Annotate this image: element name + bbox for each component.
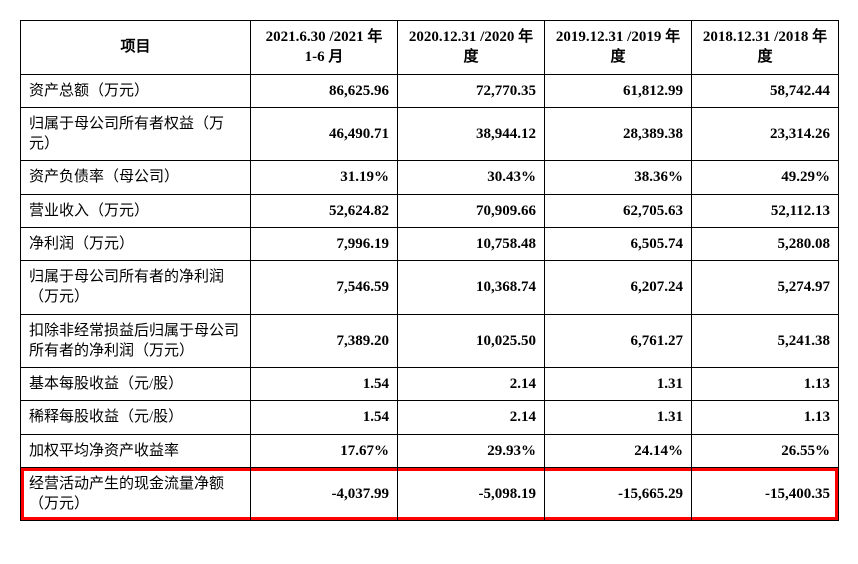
- row-value: 46,490.71: [251, 107, 398, 161]
- row-value: 5,241.38: [692, 314, 839, 368]
- table-body: 资产总额（万元）86,625.9672,770.3561,812.9958,74…: [21, 74, 839, 521]
- row-value: -15,665.29: [545, 467, 692, 521]
- row-value: 29.93%: [398, 434, 545, 467]
- table-row: 扣除非经常损益后归属于母公司所有者的净利润（万元）7,389.2010,025.…: [21, 314, 839, 368]
- row-value: 61,812.99: [545, 74, 692, 107]
- row-value: -4,037.99: [251, 467, 398, 521]
- row-label: 经营活动产生的现金流量净额（万元）: [21, 467, 251, 521]
- row-label: 基本每股收益（元/股）: [21, 368, 251, 401]
- row-value: 30.43%: [398, 161, 545, 194]
- row-value: 23,314.26: [692, 107, 839, 161]
- row-value: 17.67%: [251, 434, 398, 467]
- row-value: 5,274.97: [692, 261, 839, 315]
- row-value: 38.36%: [545, 161, 692, 194]
- row-value: 5,280.08: [692, 227, 839, 260]
- row-value: 1.13: [692, 368, 839, 401]
- row-value: 1.54: [251, 368, 398, 401]
- table-row: 归属于母公司所有者权益（万元）46,490.7138,944.1228,389.…: [21, 107, 839, 161]
- row-value: 7,389.20: [251, 314, 398, 368]
- row-label: 稀释每股收益（元/股）: [21, 401, 251, 434]
- row-value: 24.14%: [545, 434, 692, 467]
- row-value: 52,112.13: [692, 194, 839, 227]
- header-period-1: 2020.12.31 /2020 年度: [398, 21, 545, 75]
- row-value: 7,996.19: [251, 227, 398, 260]
- row-value: 62,705.63: [545, 194, 692, 227]
- row-label: 资产负债率（母公司）: [21, 161, 251, 194]
- header-period-2: 2019.12.31 /2019 年度: [545, 21, 692, 75]
- row-value: 1.54: [251, 401, 398, 434]
- row-value: -5,098.19: [398, 467, 545, 521]
- row-label: 净利润（万元）: [21, 227, 251, 260]
- row-value: 28,389.38: [545, 107, 692, 161]
- row-label: 加权平均净资产收益率: [21, 434, 251, 467]
- row-value: -15,400.35: [692, 467, 839, 521]
- header-label: 项目: [21, 21, 251, 75]
- row-value: 6,207.24: [545, 261, 692, 315]
- row-label: 资产总额（万元）: [21, 74, 251, 107]
- row-value: 1.31: [545, 401, 692, 434]
- row-value: 49.29%: [692, 161, 839, 194]
- table-row: 归属于母公司所有者的净利润（万元）7,546.5910,368.746,207.…: [21, 261, 839, 315]
- table-row: 净利润（万元）7,996.1910,758.486,505.745,280.08: [21, 227, 839, 260]
- table-row: 经营活动产生的现金流量净额（万元）-4,037.99-5,098.19-15,6…: [21, 467, 839, 521]
- row-value: 10,758.48: [398, 227, 545, 260]
- header-period-3: 2018.12.31 /2018 年度: [692, 21, 839, 75]
- row-value: 72,770.35: [398, 74, 545, 107]
- row-value: 10,025.50: [398, 314, 545, 368]
- table-row: 加权平均净资产收益率17.67%29.93%24.14%26.55%: [21, 434, 839, 467]
- row-value: 38,944.12: [398, 107, 545, 161]
- row-label: 扣除非经常损益后归属于母公司所有者的净利润（万元）: [21, 314, 251, 368]
- row-value: 1.31: [545, 368, 692, 401]
- row-value: 86,625.96: [251, 74, 398, 107]
- table-row: 资产负债率（母公司）31.19%30.43%38.36%49.29%: [21, 161, 839, 194]
- table-row: 营业收入（万元）52,624.8270,909.6662,705.6352,11…: [21, 194, 839, 227]
- table-row: 稀释每股收益（元/股）1.542.141.311.13: [21, 401, 839, 434]
- row-value: 6,761.27: [545, 314, 692, 368]
- row-value: 6,505.74: [545, 227, 692, 260]
- row-value: 26.55%: [692, 434, 839, 467]
- row-value: 7,546.59: [251, 261, 398, 315]
- table-header: 项目 2021.6.30 /2021 年 1-6 月 2020.12.31 /2…: [21, 21, 839, 75]
- table-row: 基本每股收益（元/股）1.542.141.311.13: [21, 368, 839, 401]
- row-value: 10,368.74: [398, 261, 545, 315]
- row-value: 31.19%: [251, 161, 398, 194]
- row-value: 70,909.66: [398, 194, 545, 227]
- header-period-0: 2021.6.30 /2021 年 1-6 月: [251, 21, 398, 75]
- financial-table: 项目 2021.6.30 /2021 年 1-6 月 2020.12.31 /2…: [20, 20, 839, 521]
- row-value: 52,624.82: [251, 194, 398, 227]
- row-label: 归属于母公司所有者权益（万元）: [21, 107, 251, 161]
- row-value: 1.13: [692, 401, 839, 434]
- table-row: 资产总额（万元）86,625.9672,770.3561,812.9958,74…: [21, 74, 839, 107]
- row-label: 营业收入（万元）: [21, 194, 251, 227]
- row-value: 2.14: [398, 401, 545, 434]
- row-value: 58,742.44: [692, 74, 839, 107]
- row-label: 归属于母公司所有者的净利润（万元）: [21, 261, 251, 315]
- row-value: 2.14: [398, 368, 545, 401]
